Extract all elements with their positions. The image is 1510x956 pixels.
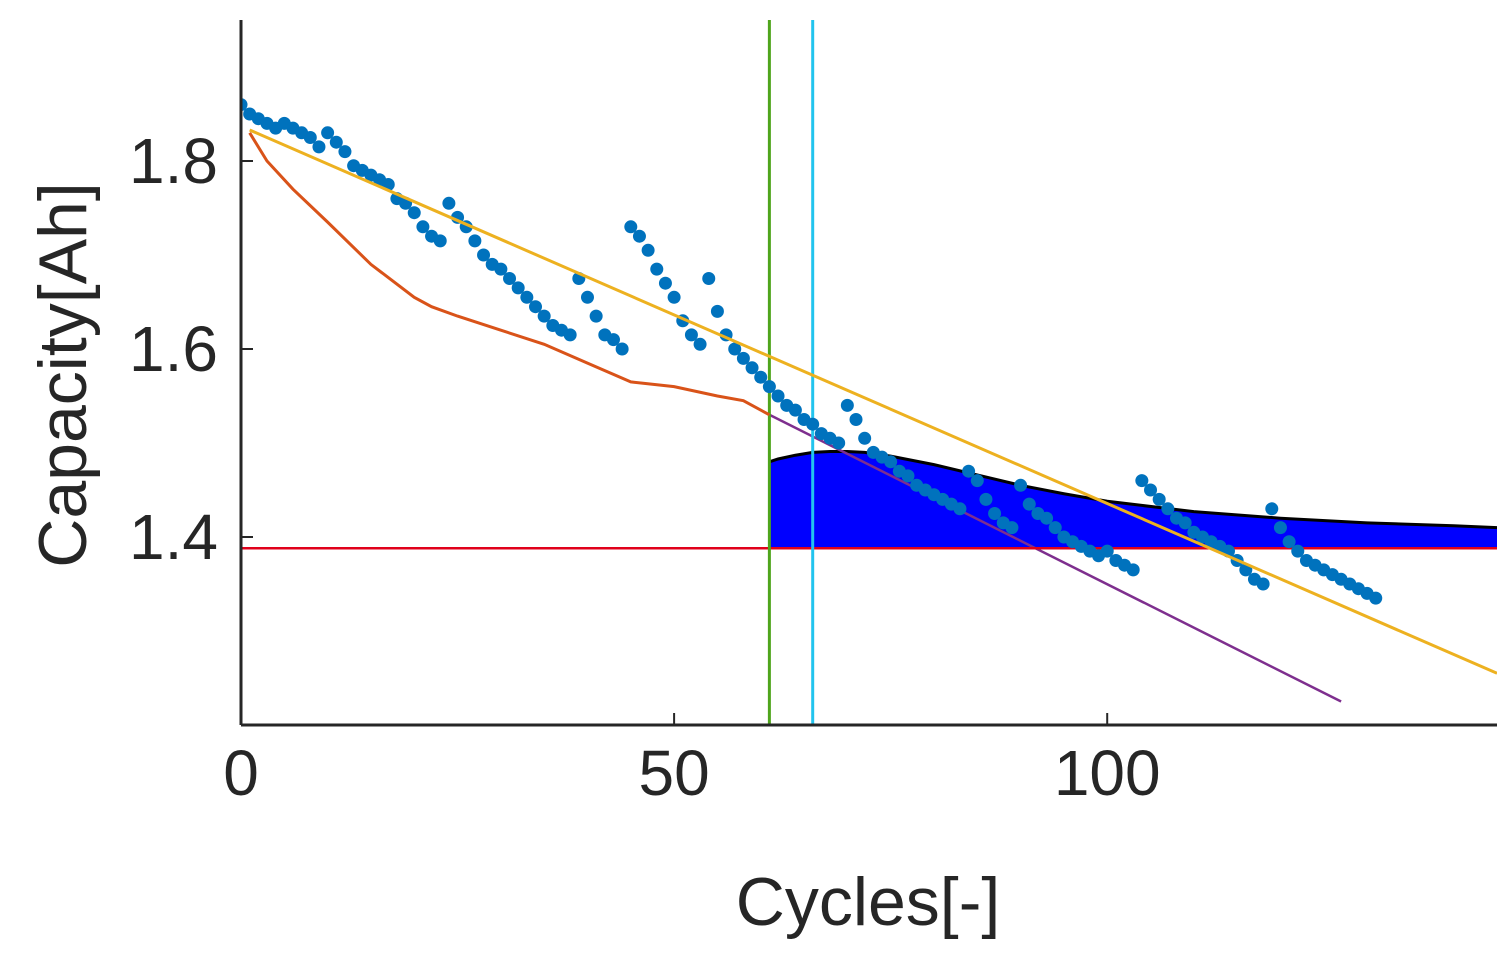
data-point	[858, 431, 872, 445]
data-point	[736, 351, 750, 365]
data-point	[901, 469, 915, 483]
trend-line	[249, 128, 1497, 675]
x-tick-label: 50	[639, 737, 710, 809]
y-tick-label: 1.8	[129, 125, 218, 197]
data-point	[1291, 544, 1305, 558]
data-point	[667, 290, 681, 304]
data-point	[312, 140, 326, 154]
data-point	[1135, 474, 1149, 488]
data-point	[1100, 544, 1114, 558]
data-point	[1005, 521, 1019, 535]
data-point	[806, 417, 820, 431]
data-point	[710, 304, 724, 318]
estimate-line	[248, 132, 771, 417]
data-point	[338, 145, 352, 159]
data-point	[832, 436, 846, 450]
data-point	[477, 248, 491, 262]
data-point	[1040, 511, 1054, 525]
y-axis-label: Capacity[Ah]	[25, 182, 101, 568]
data-point	[728, 342, 742, 356]
data-point	[329, 135, 343, 149]
data-point	[529, 300, 543, 314]
data-point	[442, 196, 456, 210]
x-tick-label: 100	[1054, 737, 1161, 809]
axes-layer	[239, 20, 1497, 727]
data-point	[1144, 483, 1158, 497]
y-tick-label: 1.4	[129, 501, 218, 573]
data-point	[1265, 502, 1279, 516]
data-point	[606, 333, 620, 347]
prediction-band-area	[769, 451, 1497, 549]
data-point	[979, 492, 993, 506]
data-point	[684, 328, 698, 342]
data-point	[771, 389, 785, 403]
measured-points	[241, 98, 1383, 605]
data-point	[953, 502, 967, 516]
data-point	[494, 262, 508, 276]
data-point	[1178, 516, 1192, 530]
data-point	[303, 131, 317, 144]
data-point	[537, 309, 551, 323]
data-point	[702, 272, 716, 285]
x-axis-label: Cycles[-]	[736, 864, 1000, 940]
data-point	[1014, 478, 1028, 492]
data-point	[580, 290, 594, 304]
data-point	[589, 309, 603, 323]
data-point	[468, 234, 482, 248]
data-point	[693, 337, 707, 351]
x-tick-label: 0	[223, 737, 259, 809]
data-point	[884, 455, 898, 469]
data-point	[745, 361, 759, 375]
data-point	[1152, 492, 1166, 506]
data-point	[1369, 591, 1383, 605]
y-tick-label: 1.6	[129, 313, 218, 385]
data-point	[563, 328, 577, 342]
data-point	[1256, 577, 1270, 591]
data-point	[849, 413, 863, 426]
data-point	[658, 276, 672, 290]
data-point	[433, 234, 447, 248]
data-point	[1048, 521, 1062, 535]
data-point	[788, 403, 802, 417]
data-point	[503, 272, 517, 285]
data-point	[988, 507, 1002, 520]
data-point	[511, 281, 525, 295]
data-point	[641, 243, 655, 257]
data-point	[650, 262, 664, 276]
data-point	[762, 380, 776, 394]
data-point	[624, 220, 638, 234]
data-point	[754, 370, 768, 384]
data-point	[321, 126, 335, 140]
data-point	[407, 206, 421, 220]
data-point	[632, 229, 646, 243]
series-layer	[241, 20, 1497, 725]
data-point	[416, 220, 430, 234]
data-point	[970, 474, 984, 488]
data-point	[962, 464, 976, 478]
data-point	[520, 290, 534, 304]
data-point	[1022, 497, 1036, 511]
data-point	[1273, 521, 1287, 535]
data-point	[1282, 535, 1296, 549]
prediction-band-edge	[768, 449, 1497, 530]
ticks-layer: 0 50 100 1.4 1.6 1.8	[129, 125, 1161, 809]
data-point	[615, 342, 629, 356]
data-point	[1126, 563, 1140, 577]
projection-line	[768, 413, 1342, 703]
plot-clipped-group	[241, 20, 1497, 725]
data-point	[241, 98, 248, 112]
data-point	[840, 398, 854, 412]
data-point	[1161, 502, 1175, 516]
